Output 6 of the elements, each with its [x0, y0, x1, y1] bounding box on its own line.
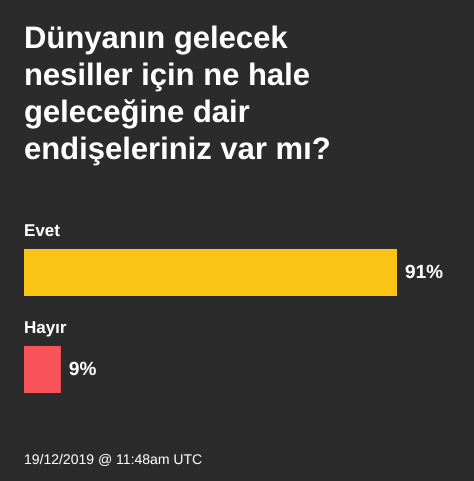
y-tick-label: Evet: [24, 221, 60, 240]
text: 19/12/2019 @ 11:48am UTC: [24, 451, 202, 467]
y-tick-label: Hayır: [24, 318, 67, 337]
chart-title: Dünyanın gelecek nesiller için ne hale geleceğine dair endişeleriniz var mı?: [24, 20, 331, 166]
data-label: 91%: [405, 262, 444, 283]
data-label: 9%: [68, 359, 96, 380]
